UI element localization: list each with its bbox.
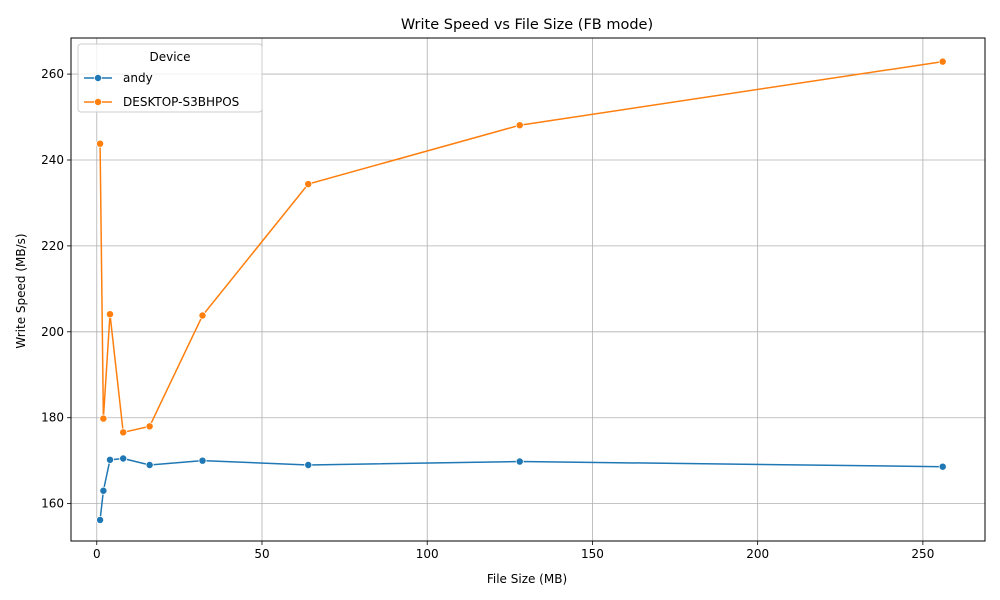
data-point xyxy=(96,139,105,148)
data-point xyxy=(938,462,947,471)
y-axis-label: Write Speed (MB/s) xyxy=(14,233,28,348)
data-point xyxy=(198,456,207,465)
data-point xyxy=(106,310,114,319)
y-tick-label: 240 xyxy=(41,153,64,167)
legend-marker xyxy=(94,74,102,82)
legend-entry: andy xyxy=(84,71,153,85)
x-tick-label: 0 xyxy=(93,547,101,561)
legend-label: DESKTOP-S3BHPOS xyxy=(123,95,239,109)
data-point xyxy=(99,414,108,423)
chart-title: Write Speed vs File Size (FB mode) xyxy=(401,17,653,33)
data-point xyxy=(304,460,313,469)
x-tick-label: 100 xyxy=(416,547,439,561)
data-point xyxy=(938,57,947,66)
x-tick-label: 250 xyxy=(911,547,934,561)
legend-title: Device xyxy=(149,50,190,64)
y-tick-label: 180 xyxy=(41,411,64,425)
x-tick-label: 150 xyxy=(581,547,604,561)
data-point xyxy=(106,455,114,464)
series-2 xyxy=(96,57,947,437)
x-tick-label: 200 xyxy=(746,547,769,561)
y-tick-label: 160 xyxy=(41,497,64,511)
data-point xyxy=(304,180,313,189)
series-line xyxy=(99,457,943,521)
series-1 xyxy=(96,454,947,524)
data-point xyxy=(515,457,524,466)
legend-marker xyxy=(94,98,102,106)
legend-label: andy xyxy=(123,71,153,85)
y-tick-label: 220 xyxy=(41,239,64,253)
series-line xyxy=(99,60,943,434)
data-point xyxy=(119,454,128,463)
x-axis-label: File Size (MB) xyxy=(487,572,567,586)
legend-entry: DESKTOP-S3BHPOS xyxy=(84,95,239,109)
data-point xyxy=(119,428,128,437)
data-point xyxy=(198,311,207,320)
legend-box xyxy=(77,43,263,113)
data-point xyxy=(515,121,524,130)
plot-area xyxy=(70,37,986,542)
y-tick-label: 200 xyxy=(41,325,64,339)
data-point xyxy=(99,486,108,495)
series-layer xyxy=(96,57,947,524)
x-tick-label: 50 xyxy=(254,547,269,561)
y-tick-label: 260 xyxy=(41,67,64,81)
data-point xyxy=(96,515,105,524)
legend: Device andy DESKTOP-S3BHPOS xyxy=(77,43,263,113)
data-point xyxy=(145,460,154,469)
y-axis-ticks: 160 180 200 220 240 260 xyxy=(41,67,71,511)
data-point xyxy=(145,422,154,431)
x-axis-ticks: 0 50 100 150 200 250 xyxy=(93,541,934,561)
